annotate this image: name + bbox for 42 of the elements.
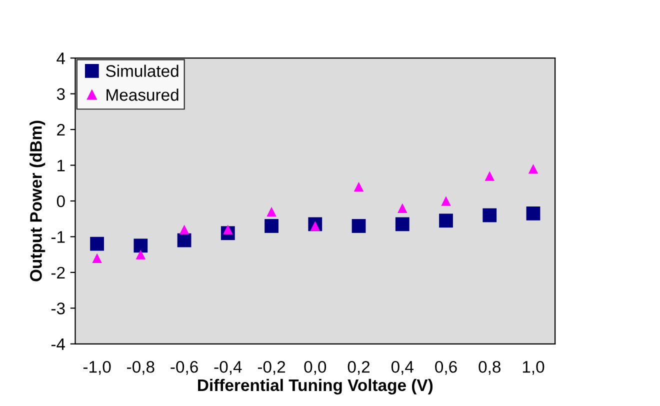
point	[441, 196, 451, 206]
x-tick-label: 0,6	[435, 360, 457, 375]
y-tick-label: -1	[51, 231, 65, 243]
point	[398, 203, 408, 213]
x-tick-label: -0,2	[258, 360, 286, 375]
x-tick-label: 0,2	[348, 360, 370, 375]
point	[439, 214, 453, 228]
point	[90, 236, 104, 251]
legend-label: Simulated	[106, 64, 178, 77]
y-tick-label: 2	[57, 124, 65, 136]
y-tick-label: -2	[51, 266, 65, 278]
x-tick-label: 0,0	[304, 360, 326, 375]
legend-label: Measured	[106, 88, 178, 101]
point	[526, 206, 540, 220]
point	[264, 219, 278, 233]
point	[179, 224, 190, 234]
y-tick-label: 3	[56, 88, 65, 100]
x-tick-label: 0,8	[478, 360, 500, 375]
point	[134, 238, 148, 253]
y-tick-label: 1	[58, 160, 65, 172]
y-tick-label: 0	[56, 195, 65, 208]
x-tick-label: 1,0	[522, 360, 544, 375]
y-tick-label: 4	[56, 52, 66, 64]
point	[354, 182, 364, 192]
x-tick-label: -0,4	[214, 360, 242, 375]
point	[136, 250, 146, 260]
x-tick-label: 0,4	[391, 360, 414, 375]
point	[395, 217, 410, 232]
y-axis-title: Output Power (dBm)	[30, 120, 46, 282]
point	[482, 208, 497, 222]
point	[266, 206, 276, 217]
point	[92, 253, 102, 263]
point	[484, 171, 494, 181]
point	[528, 164, 538, 174]
x-tick-label: -0,6	[170, 360, 198, 375]
x-tick-label: -1,0	[83, 360, 111, 375]
y-tick-label: -3	[51, 302, 65, 314]
y-tick-label: -4	[51, 338, 66, 350]
x-axis-title: Differential Tuning Voltage (V)	[198, 378, 433, 394]
x-tick-label: -0,8	[127, 360, 154, 375]
point	[177, 233, 192, 248]
point	[352, 219, 366, 233]
